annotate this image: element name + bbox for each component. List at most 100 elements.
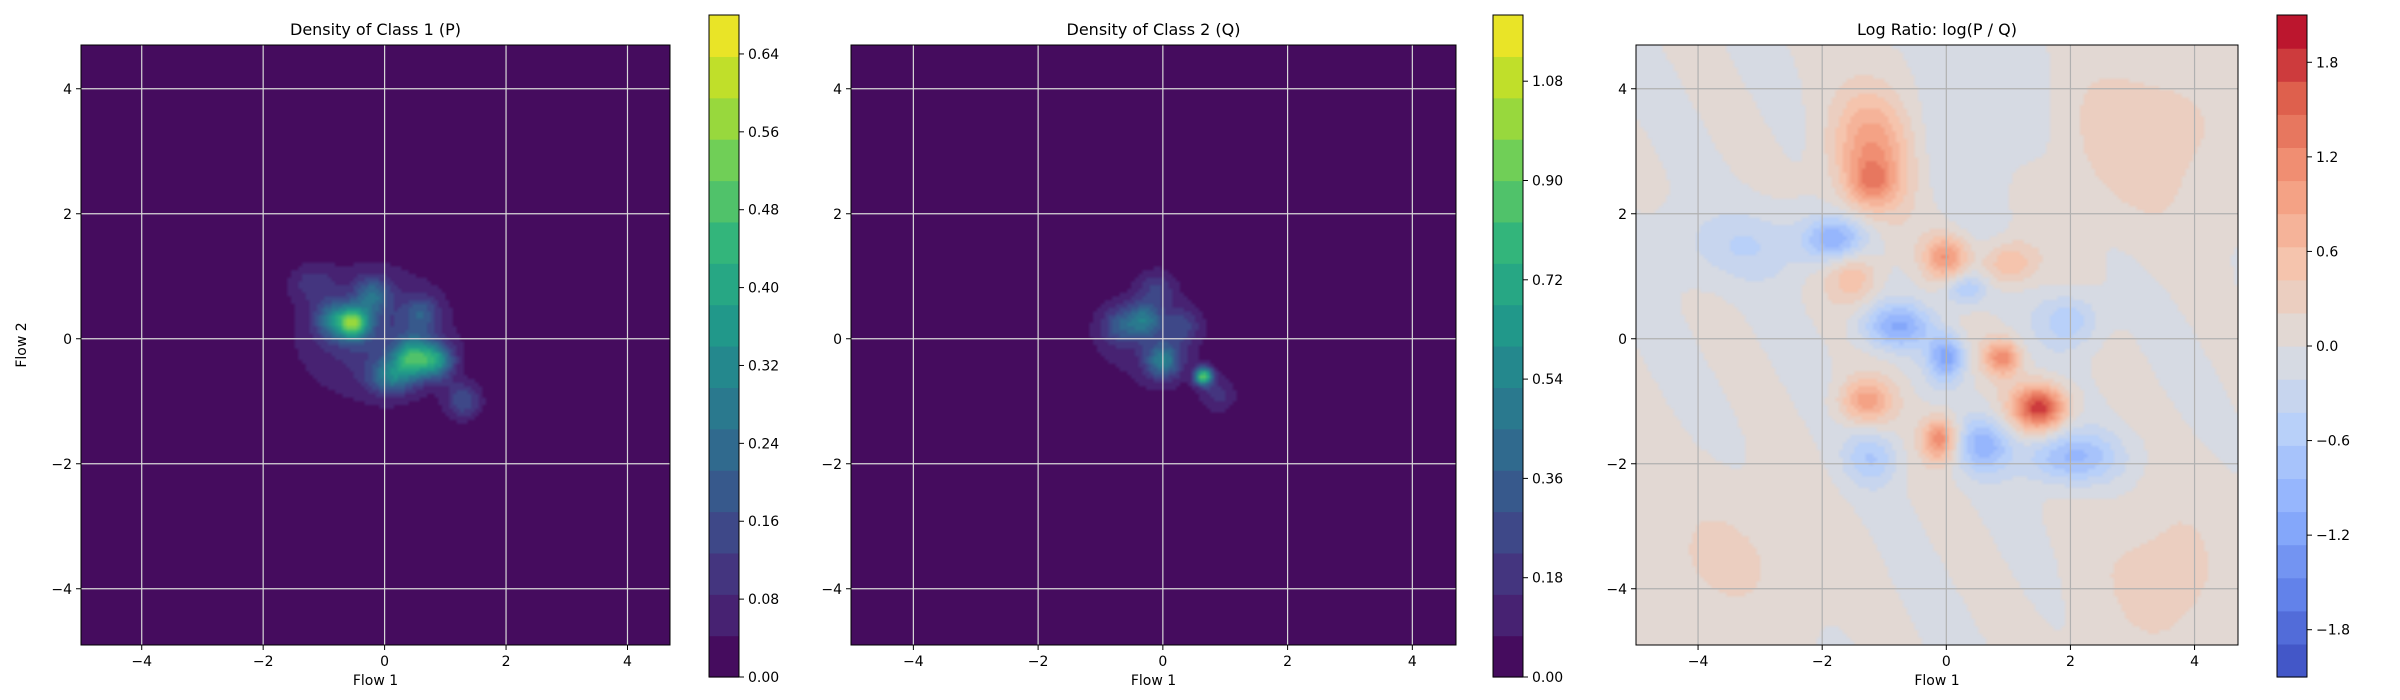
colorbar-tick-label: 0.00: [748, 670, 779, 686]
colorbar-segment: [2277, 412, 2307, 446]
x-tick-label: −4: [903, 654, 924, 670]
colorbar-segment: [1493, 470, 1523, 513]
colorbar-tick-label: 0.18: [1532, 571, 1563, 587]
colorbar-segment: [2277, 511, 2307, 546]
colorbar-segment: [2277, 213, 2307, 248]
chart-title: Log Ratio: log(P / Q): [1857, 20, 2017, 39]
colorbar-frame: [1492, 14, 1524, 678]
colorbar-tick-label: 0.24: [748, 436, 779, 452]
colorbar-tick-label: 0.64: [748, 47, 779, 63]
x-tick-label: 4: [1408, 654, 1417, 670]
colorbar-segment: [1493, 15, 1523, 57]
y-tick-label: 4: [833, 82, 842, 98]
colorbar-tick-label: −1.2: [2316, 528, 2350, 544]
colorbar-segment: [2277, 147, 2307, 182]
colorbar-segment: [709, 470, 739, 513]
chart-title: Density of Class 2 (Q): [1067, 20, 1241, 39]
colorbar-segment: [709, 56, 739, 99]
colorbar-tick-label: 0.32: [748, 358, 779, 374]
colorbar-tick-label: 0.48: [748, 203, 779, 219]
colorbar-segment: [1493, 346, 1523, 388]
colorbar-segment: [709, 304, 739, 347]
colorbar-segment: [2277, 48, 2307, 82]
y-tick-label: 0: [63, 332, 72, 348]
colorbar-segment: [2277, 81, 2307, 115]
colorbar-tick-label: 0.54: [1532, 372, 1563, 388]
colorbar-segment: [2277, 478, 2307, 513]
colorbar-segment: [1493, 594, 1523, 637]
colorbar-segment: [1493, 263, 1523, 306]
y-tick-label: −2: [51, 457, 72, 473]
colorbar-segment: [2277, 15, 2307, 49]
colorbar-segment: [709, 139, 739, 182]
colorbar-segment: [2277, 279, 2307, 314]
x-tick-label: 2: [2066, 654, 2075, 670]
colorbar-segment: [1493, 221, 1523, 264]
colorbar-segment: [1493, 511, 1523, 554]
colorbar-segment: [2277, 643, 2307, 678]
colorbar-tick-label: 1.08: [1532, 74, 1563, 90]
colorbar-segment: [2277, 610, 2307, 645]
colorbar-segment: [709, 594, 739, 637]
colorbar-frame: [708, 14, 740, 678]
colorbar-tick-label: 0.90: [1532, 174, 1563, 190]
x-tick-label: 2: [1283, 654, 1292, 670]
y-tick-label: −4: [51, 582, 72, 598]
colorbar-tick-label: 0.6: [2316, 244, 2338, 260]
colorbar-segment: [1493, 56, 1523, 99]
x-axis-label: Flow 1: [1914, 673, 1959, 689]
colorbar-segment: [709, 387, 739, 430]
colorbar-segment: [1493, 180, 1523, 223]
y-tick-label: −2: [821, 457, 842, 473]
colorbar-segment: [709, 15, 739, 57]
y-tick-label: 4: [63, 82, 72, 98]
colorbar-segment: [1493, 97, 1523, 140]
y-tick-label: −4: [821, 582, 842, 598]
colorbar-segment: [2277, 246, 2307, 281]
colorbar-segment: [709, 635, 739, 678]
y-tick-label: 0: [1618, 332, 1627, 348]
colorbar-tick-label: 0.36: [1532, 471, 1563, 487]
x-tick-label: −2: [1028, 654, 1049, 670]
colorbar-segment: [709, 97, 739, 140]
plot-frame: [80, 44, 671, 646]
colorbar-segment: [2277, 346, 2307, 380]
x-tick-label: 4: [2190, 654, 2199, 670]
y-tick-label: 4: [1618, 82, 1627, 98]
x-tick-label: −4: [1688, 654, 1709, 670]
colorbar-segment: [2277, 379, 2307, 413]
colorbar-tick-label: 1.8: [2316, 55, 2338, 71]
y-tick-label: 2: [63, 207, 72, 223]
colorbar: 0.00 0.08 0.16 0.24 0.32 0.40 0.48 0.56 0.64: [708, 14, 779, 686]
y-tick-label: 2: [1618, 207, 1627, 223]
colorbar-tick-label: −1.8: [2316, 623, 2350, 639]
colorbar-tick-label: 0.00: [1532, 670, 1563, 686]
colorbar-segment: [1493, 552, 1523, 595]
colorbar-segment: [2277, 577, 2307, 612]
colorbar-tick-label: 0.40: [748, 281, 779, 297]
colorbar: −1.8 −1.2 −0.6 0.0 0.6 1.2 1.8: [2276, 14, 2350, 678]
chart-title: Density of Class 1 (P): [290, 20, 461, 39]
colorbar-segment: [1493, 635, 1523, 678]
x-axis-label: Flow 1: [353, 673, 398, 689]
plot-frame: [850, 44, 1457, 646]
colorbar-segment: [709, 511, 739, 554]
colorbar-tick-label: 0.08: [748, 592, 779, 608]
y-axis-label: Flow 2: [14, 322, 30, 367]
chart-1: −4 −2 0 2 4 −4 −2 0 2 4 Density of Class 1 (P) Flow…: [14, 14, 779, 689]
colorbar: 0.00 0.18 0.36 0.54 0.72 0.90 1.08: [1492, 14, 1563, 686]
x-tick-label: −4: [131, 654, 152, 670]
colorbar-tick-label: 0.72: [1532, 273, 1563, 289]
y-tick-label: −4: [1606, 582, 1627, 598]
heatmap-image: [1636, 45, 2238, 645]
heatmap-image: [851, 45, 1456, 645]
colorbar-segment: [1493, 139, 1523, 182]
colorbar-segment: [709, 263, 739, 306]
chart-3: −4 −2 0 2 4 −4 −2 0 2 4 Log Ratio: log(P / Q) Flow …: [1606, 14, 2350, 689]
x-tick-label: 4: [623, 654, 632, 670]
colorbar-segment: [2277, 312, 2307, 347]
colorbar-tick-label: 0.16: [748, 514, 779, 530]
colorbar-tick-label: 0.0: [2316, 339, 2338, 355]
colorbar-segment: [2277, 114, 2307, 148]
chart-2: −4 −2 0 2 4 −4 −2 0 2 4 Density of Class 2 (Q) Flow…: [821, 14, 1563, 689]
